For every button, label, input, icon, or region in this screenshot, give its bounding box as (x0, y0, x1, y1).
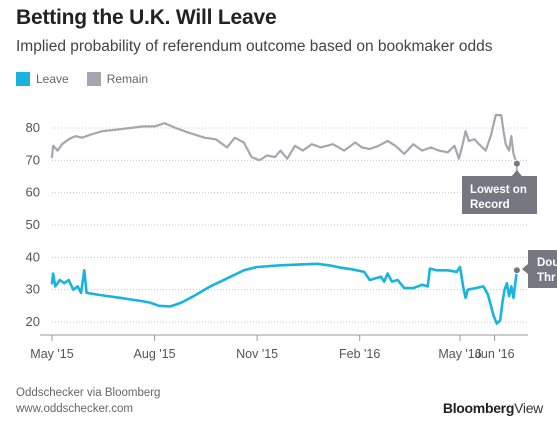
annotation-text-leave: Thr (537, 272, 556, 284)
legend-swatch-leave (16, 72, 30, 86)
annotation-text-leave: Dou (537, 257, 557, 269)
y-tick-label: 50 (26, 217, 40, 232)
legend: Leave Remain (16, 72, 166, 86)
legend-item-remain: Remain (86, 72, 149, 86)
y-tick-label: 70 (26, 152, 40, 167)
legend-swatch-remain (86, 72, 101, 86)
annotation-point-leave (512, 266, 521, 275)
y-tick-label: 20 (26, 314, 40, 329)
annotation-pointer-leave (522, 264, 528, 274)
chart-title: Betting the U.K. Will Leave (16, 6, 277, 29)
brand-logo: BloombergView (443, 400, 543, 416)
source-line-2: www.oddschecker.com (16, 403, 133, 415)
brand-bold: Bloomberg (442, 400, 515, 416)
annotation-box-leave (528, 250, 557, 288)
annotation-box-remain (462, 176, 537, 214)
x-tick-label: Jun '16 (475, 347, 515, 361)
legend-label-remain: Remain (106, 72, 149, 86)
y-tick-label: 40 (26, 249, 40, 264)
y-tick-label: 80 (26, 120, 40, 135)
x-tick-label: Nov '15 (236, 347, 278, 361)
legend-item-leave: Leave (16, 72, 69, 86)
x-tick-label: May '16 (438, 347, 481, 361)
y-tick-label: 30 (26, 282, 40, 297)
annotation-text-remain: Record (470, 199, 510, 211)
brand-light: View (514, 400, 543, 416)
y-tick-label: 60 (26, 185, 40, 200)
series-line-leave (50, 262, 519, 325)
series-line-remain (50, 114, 518, 165)
annotation-pointer-remain (511, 170, 522, 176)
source-note: Oddschecker via Bloomberg www.oddschecke… (16, 385, 160, 417)
x-tick-label: May '15 (30, 347, 73, 361)
annotation-text-remain: Lowest on (470, 184, 527, 196)
x-tick-label: Aug '15 (134, 347, 176, 361)
x-tick-label: Feb '16 (339, 347, 380, 361)
legend-label-leave: Leave (36, 72, 69, 86)
source-line-1: Oddschecker via Bloomberg (16, 387, 161, 399)
chart-subtitle: Implied probability of referendum outcom… (16, 38, 493, 55)
